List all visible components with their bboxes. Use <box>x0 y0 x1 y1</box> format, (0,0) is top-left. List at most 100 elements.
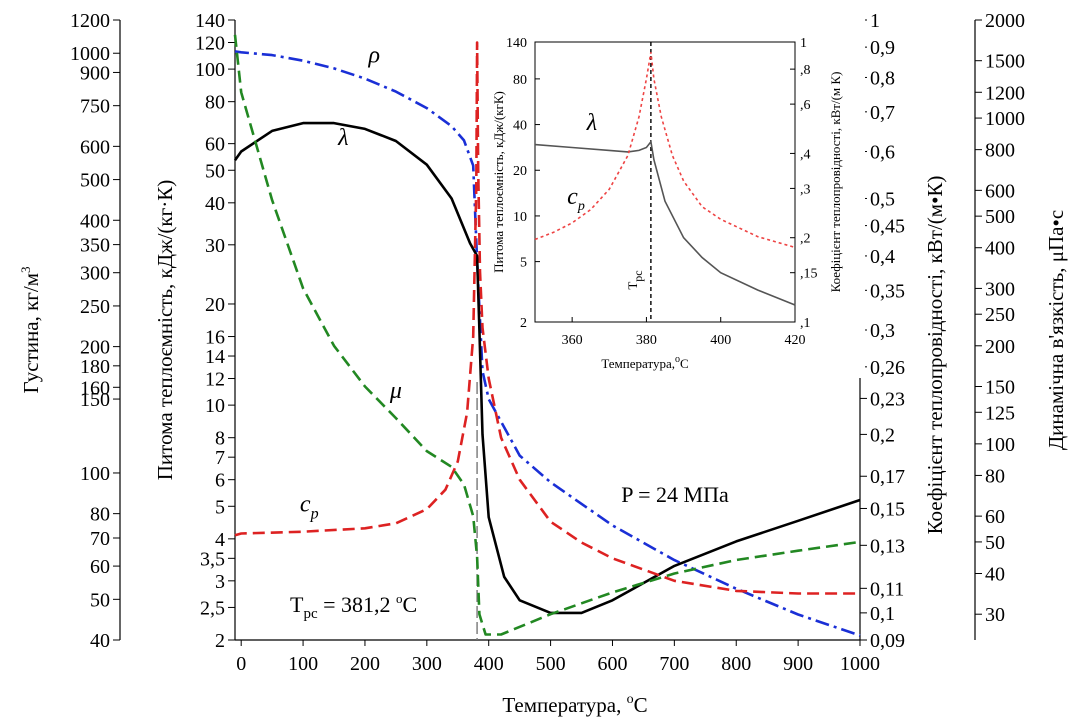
viscosity-axis-title: Динамічна в'язкість, μПа•с <box>1044 210 1068 450</box>
tpc-annotation: Tpc = 381,2 oC <box>290 591 417 622</box>
viscosity-tick-label: 1200 <box>985 82 1025 104</box>
thermal_conductivity-tick-label: 0,23 <box>870 388 905 410</box>
thermal_conductivity-tick-label: 0,6 <box>870 142 895 164</box>
viscosity-tick-label: 1500 <box>985 51 1025 73</box>
specific_heat-tick-label: 3,5 <box>200 548 225 570</box>
viscosity-tick-label: 500 <box>985 206 1015 228</box>
density-tick-label: 80 <box>90 504 110 526</box>
inset-right-tick-label: ,1 <box>800 316 811 331</box>
density-axis-title: Густина, кг/м3 <box>18 266 43 393</box>
viscosity-tick-label: 600 <box>985 180 1015 202</box>
thermal-conductivity-axis-title: Коефіцієнт теплопровідності, кВт/(м•К) <box>923 176 947 535</box>
x-axis-title: Температура, oC <box>502 692 647 717</box>
thermal_conductivity-tick-label: 0,5 <box>870 188 895 210</box>
specific_heat-tick-label: 30 <box>205 235 225 257</box>
inset-series-line-left <box>534 52 796 249</box>
inset-left-tick-label: 10 <box>513 210 527 225</box>
label-layer: ρ λ cp μ P = 24 МПа Tpc = 381,2 oC <box>290 43 729 622</box>
density-tick-label: 200 <box>80 337 110 359</box>
pressure-annotation: P = 24 МПа <box>621 482 729 507</box>
thermal_conductivity-tick-label: 0,17 <box>870 466 905 488</box>
density-tick-label: 100 <box>80 463 110 485</box>
thermal_conductivity-tick-label: 0,13 <box>870 535 905 557</box>
inset-x-tick-label: 420 <box>785 333 806 348</box>
inset-cp-label: cp <box>567 184 585 214</box>
inset-left-tick-label: 5 <box>520 256 527 271</box>
inset-left-axis-title: Питома теплоємність, кДж/(кгК) <box>491 91 506 273</box>
rho-series-label: ρ <box>367 43 380 69</box>
thermal_conductivity-tick-label: 0,11 <box>870 578 904 600</box>
inset-right-tick-label: ,4 <box>800 147 811 162</box>
inset-right-tick-label: ,8 <box>800 63 811 78</box>
x-tick-label: 500 <box>536 653 566 675</box>
viscosity-tick-label: 40 <box>985 564 1005 586</box>
specific_heat-tick-label: 100 <box>195 59 225 81</box>
specific_heat-tick-label: 140 <box>195 10 225 32</box>
inset-series-line-right <box>534 139 796 306</box>
viscosity-tick-label: 30 <box>985 604 1005 626</box>
inset-x-axis-title: Температура,oC <box>601 354 688 371</box>
x-tick-label: 300 <box>412 653 442 675</box>
mu-series-label: μ <box>389 378 402 404</box>
specific_heat-tick-label: 8 <box>215 428 225 450</box>
viscosity-tick-label: 100 <box>985 434 1015 456</box>
thermal_conductivity-tick-label: 1 <box>870 10 880 32</box>
thermal_conductivity-tick-label: 0,8 <box>870 67 895 89</box>
x-tick-label: 600 <box>597 653 627 675</box>
x-tick-label: 100 <box>288 653 318 675</box>
density-tick-label: 70 <box>90 528 110 550</box>
specific_heat-tick-label: 5 <box>215 496 225 518</box>
viscosity-tick-label: 800 <box>985 140 1015 162</box>
thermal_conductivity-tick-label: 0,9 <box>870 37 895 59</box>
x-tick-label: 400 <box>474 653 504 675</box>
density-tick-label: 400 <box>80 210 110 232</box>
inset-lambda-label: λ <box>586 110 597 136</box>
specific_heat-tick-label: 2 <box>215 630 225 652</box>
viscosity-tick-label: 2000 <box>985 10 1025 32</box>
inset-right-tick-label: 1 <box>800 36 807 51</box>
viscosity-tick-label: 50 <box>985 532 1005 554</box>
density-tick-label: 900 <box>80 62 110 84</box>
viscosity-tick-label: 150 <box>985 376 1015 398</box>
density-tick-label: 750 <box>80 96 110 118</box>
specific-heat-axis-title: Питома теплоємність, кДж/(кг·К) <box>153 180 177 480</box>
inset-x-tick-label: 400 <box>710 333 731 348</box>
inset-right-tick-label: ,6 <box>800 98 811 113</box>
specific_heat-tick-label: 3 <box>215 571 225 593</box>
viscosity-tick-label: 200 <box>985 336 1015 358</box>
inset-right-tick-label: ,2 <box>800 232 811 247</box>
series-layer <box>233 34 861 637</box>
x-tick-label: 800 <box>721 653 751 675</box>
inset-left-tick-label: 20 <box>513 164 527 179</box>
viscosity-tick-label: 125 <box>985 402 1015 424</box>
lambda-series-label: λ <box>337 125 348 151</box>
specific_heat-tick-label: 20 <box>205 294 225 316</box>
inset-background <box>470 18 865 378</box>
density-tick-label: 180 <box>80 356 110 378</box>
x-tick-label: 1000 <box>840 653 880 675</box>
inset-x-tick-label: 380 <box>636 333 657 348</box>
x-tick-label: 700 <box>659 653 689 675</box>
specific_heat-tick-label: 16 <box>205 327 225 349</box>
series-line-specific_heat <box>234 41 860 595</box>
inset-right-tick-label: ,3 <box>800 182 811 197</box>
series-line-density <box>234 50 861 637</box>
thermal_conductivity-tick-label: 0,26 <box>870 357 905 379</box>
viscosity-tick-label: 300 <box>985 278 1015 300</box>
density-tick-label: 60 <box>90 556 110 578</box>
density-tick-label: 300 <box>80 263 110 285</box>
thermal_conductivity-tick-label: 0,2 <box>870 424 895 446</box>
thermal_conductivity-tick-label: 0,15 <box>870 498 905 520</box>
specific_heat-tick-label: 6 <box>215 470 225 492</box>
series-line-thermal_conductivity <box>233 121 861 615</box>
specific_heat-tick-label: 120 <box>195 32 225 54</box>
inset-frame <box>534 41 796 323</box>
inset-right-tick-label: ,15 <box>800 267 818 282</box>
viscosity-tick-label: 60 <box>985 506 1005 528</box>
specific_heat-tick-label: 60 <box>205 134 225 156</box>
density-tick-label: 1200 <box>70 10 110 32</box>
series-line-viscosity <box>233 34 861 636</box>
specific_heat-tick-label: 80 <box>205 92 225 114</box>
viscosity-tick-label: 1000 <box>985 108 1025 130</box>
density-tick-label: 600 <box>80 136 110 158</box>
